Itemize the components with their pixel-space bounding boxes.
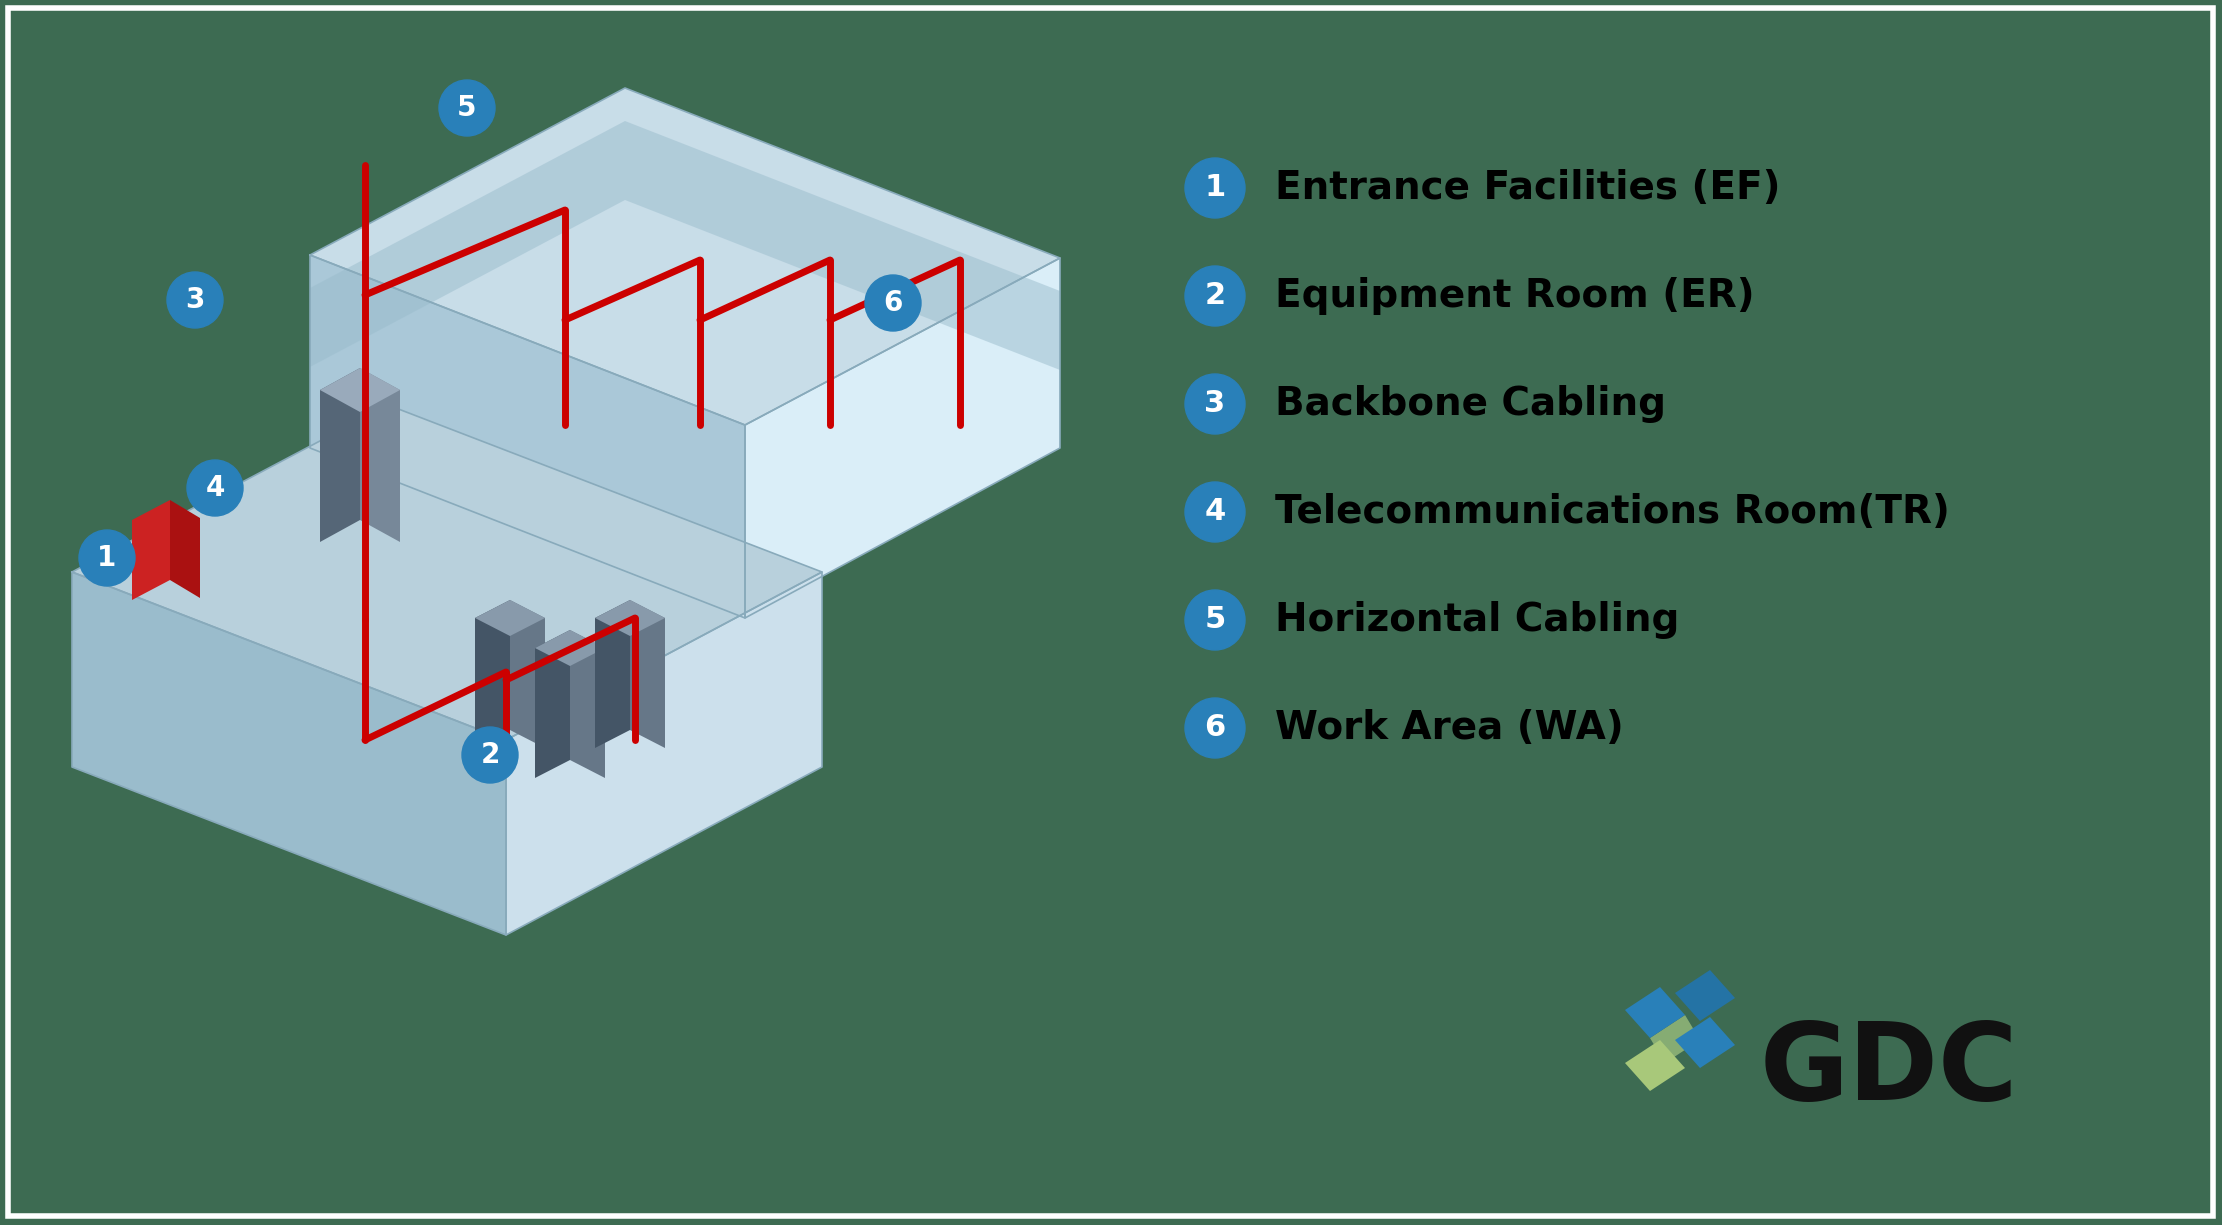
Circle shape [167,272,222,328]
Circle shape [187,461,242,516]
Circle shape [440,80,496,136]
Polygon shape [1624,987,1684,1038]
Polygon shape [171,500,200,598]
Polygon shape [595,600,631,748]
Polygon shape [1675,970,1735,1020]
Polygon shape [571,630,604,778]
Polygon shape [536,630,604,666]
Circle shape [80,530,136,586]
Text: 4: 4 [204,474,224,502]
Circle shape [1184,481,1244,541]
Text: 2: 2 [480,741,500,769]
Text: 2: 2 [1204,282,1227,310]
Text: Backbone Cabling: Backbone Cabling [1275,385,1666,423]
Text: 1: 1 [98,544,116,572]
Polygon shape [744,258,1060,617]
Polygon shape [311,121,1060,370]
Circle shape [864,274,920,331]
Text: 6: 6 [1204,713,1227,742]
Text: 5: 5 [1204,605,1227,635]
Circle shape [1184,158,1244,218]
Polygon shape [311,88,1060,425]
Text: Telecommunications Room(TR): Telecommunications Room(TR) [1275,492,1951,530]
Polygon shape [311,255,744,617]
Polygon shape [1675,1017,1735,1068]
Text: Equipment Room (ER): Equipment Room (ER) [1275,277,1755,315]
Polygon shape [1651,1016,1700,1063]
Polygon shape [511,600,544,748]
Polygon shape [320,368,400,412]
Polygon shape [536,630,571,778]
Text: 1: 1 [1204,174,1227,202]
Polygon shape [320,368,360,541]
Text: Horizontal Cabling: Horizontal Cabling [1275,601,1680,639]
Text: GDC: GDC [1760,1017,2018,1123]
Polygon shape [131,500,171,600]
Polygon shape [631,600,664,748]
Polygon shape [71,572,507,935]
Circle shape [462,726,518,783]
Circle shape [1184,266,1244,326]
Text: 3: 3 [1204,390,1227,419]
Text: 4: 4 [1204,497,1227,527]
Text: 6: 6 [884,289,902,317]
Polygon shape [476,600,511,748]
Circle shape [1184,374,1244,434]
Polygon shape [507,572,822,935]
Polygon shape [1624,1040,1684,1091]
Polygon shape [595,600,664,636]
Polygon shape [476,600,544,636]
Circle shape [1184,590,1244,650]
Polygon shape [71,405,822,740]
Text: Work Area (WA): Work Area (WA) [1275,709,1624,747]
Text: 5: 5 [458,94,478,123]
Circle shape [1184,698,1244,758]
Text: 3: 3 [184,285,204,314]
Text: Entrance Facilities (EF): Entrance Facilities (EF) [1275,169,1780,207]
Polygon shape [360,368,400,541]
